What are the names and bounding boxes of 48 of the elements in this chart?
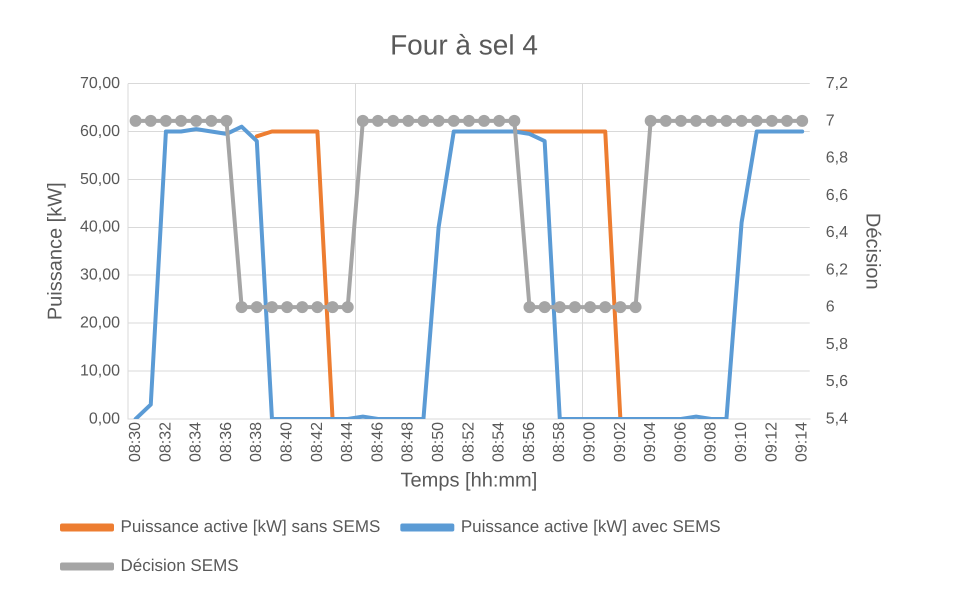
x-tick-label: 09:14 [794, 422, 811, 462]
x-tick-label: 09:08 [702, 422, 720, 462]
x-axis-title: Temps [hh:mm] [400, 470, 538, 492]
y2-tick-label: 7,2 [826, 75, 848, 92]
x-tick-label: 08:48 [400, 422, 417, 462]
x-tick-label: 08:34 [188, 422, 205, 462]
y-tick-label: 0,00 [88, 410, 120, 428]
y-tick-label: 70,00 [80, 75, 120, 92]
x-tick-label: 08:56 [520, 422, 538, 462]
x-tick-label: 08:44 [339, 422, 356, 462]
y2-axis-title: Décision [861, 212, 884, 290]
x-tick-label: 08:30 [127, 422, 144, 462]
x-tick-label: 08:36 [218, 422, 235, 462]
y2-tick-label: 6,4 [826, 224, 848, 242]
y2-tick-label: 6 [826, 298, 835, 316]
y2-tick-label: 5,8 [826, 336, 848, 353]
y-tick-label: 10,00 [80, 362, 120, 380]
x-tick-label: 08:38 [248, 422, 266, 462]
x-tick-label: 09:02 [612, 422, 629, 462]
legend-label: Puissance active [kW] sans SEMS [120, 517, 380, 536]
x-tick-label: 08:54 [490, 422, 508, 462]
legend-label: Puissance active [kW] avec SEMS [460, 517, 721, 536]
x-tick-label: 09:12 [763, 422, 780, 462]
x-tick-label: 09:00 [582, 422, 598, 462]
y-axis-title: Puissance [kW] [44, 182, 67, 320]
y-tick-label: 30,00 [80, 266, 120, 284]
x-tick-label: 09:10 [732, 422, 750, 462]
x-tick-label: 08:58 [551, 422, 568, 462]
x-tick-label: 08:46 [369, 422, 386, 462]
y2-tick-label: 7 [826, 112, 835, 130]
x-tick-label: 08:50 [430, 422, 448, 462]
y2-tick-label: 6,2 [826, 261, 848, 278]
x-tick-label: 08:32 [157, 422, 174, 462]
y2-tick-label: 5,4 [826, 410, 848, 428]
chart-title: Four à sel 4 [390, 30, 538, 61]
x-tick-label: 08:40 [278, 422, 296, 462]
y-tick-label: 50,00 [80, 170, 120, 188]
y2-tick-label: 6,8 [826, 150, 848, 167]
legend-label: Décision SEMS [120, 556, 239, 576]
y-tick-label: 40,00 [80, 218, 120, 236]
y2-tick-label: 6,6 [826, 186, 848, 204]
x-tick-label: 09:06 [672, 422, 690, 462]
x-tick-label: 08:42 [308, 422, 326, 462]
y2-tick-label: 5,6 [826, 373, 848, 390]
x-tick-label: 09:04 [642, 422, 660, 462]
y-tick-label: 20,00 [80, 314, 120, 332]
y-tick-label: 60,00 [80, 122, 120, 140]
x-tick-label: 08:52 [460, 422, 478, 462]
